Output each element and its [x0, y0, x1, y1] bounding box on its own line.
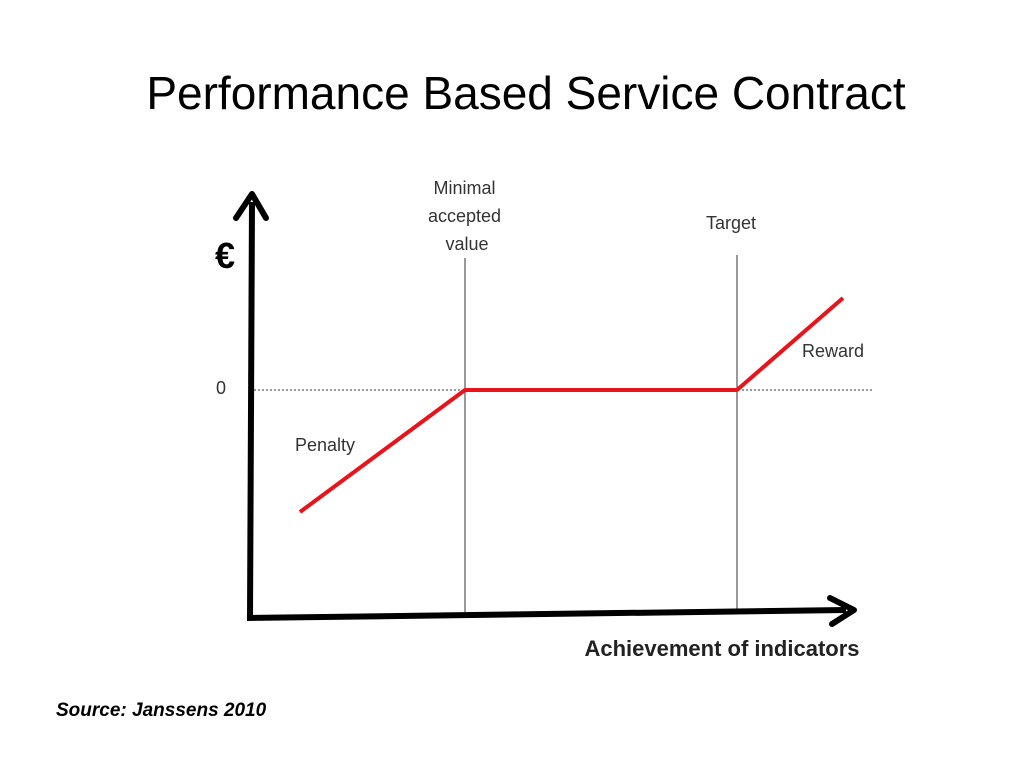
payoff-line [298, 296, 845, 514]
x-axis [246, 607, 847, 621]
x-axis-arrowhead [827, 595, 857, 627]
penalty-label: Penalty [295, 435, 355, 455]
y-axis [247, 201, 255, 619]
minimal-label-line-3: value [445, 234, 488, 254]
zero-label: 0 [216, 378, 226, 398]
y-axis-currency-label: € [215, 235, 235, 276]
slide-title: Performance Based Service Contract [146, 67, 906, 119]
target-label: Target [706, 213, 756, 233]
y-axis-arrowhead [233, 191, 269, 221]
minimal-label-line-1: Minimal [433, 178, 495, 198]
minimal-accepted-value-label: Minimal accepted value [428, 178, 506, 254]
x-axis-label: Achievement of indicators [584, 636, 859, 661]
source-note: Source: Janssens 2010 [56, 700, 267, 721]
minimal-label-line-2: accepted [428, 206, 501, 226]
reward-label: Reward [802, 341, 864, 361]
